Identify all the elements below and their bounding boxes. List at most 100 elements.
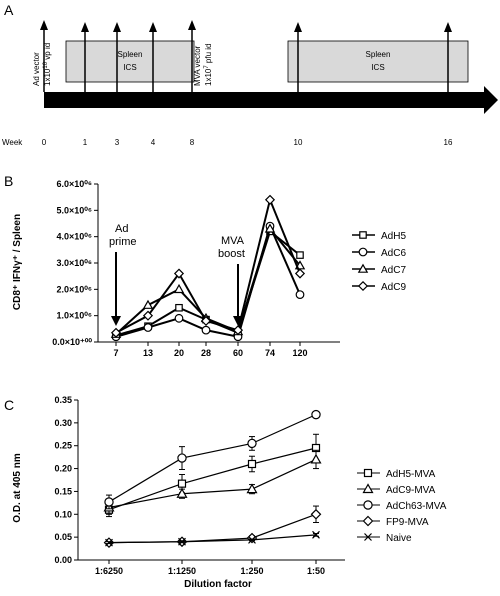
panel-b-legend-item-AdC9: AdC9 bbox=[352, 280, 406, 293]
panel-b-point-AdH5 bbox=[296, 251, 304, 259]
spleen-box-2-line2: ICS bbox=[371, 63, 384, 72]
panel-b-ytick-label: 0.0×10⁺⁰⁰ bbox=[52, 337, 92, 347]
legend-marker bbox=[364, 533, 372, 541]
panel-c-point-AdCh63-MVA bbox=[104, 497, 114, 507]
panel-c-point-Naive-stroke-b bbox=[178, 537, 186, 546]
panel-c-letter: C bbox=[4, 397, 14, 413]
legend-marker bbox=[359, 231, 367, 239]
timeline-arrowhead-8 bbox=[188, 20, 196, 30]
panel-b-ytick-label: 3.0×10⁰⁶ bbox=[56, 258, 92, 268]
panel-b-point-AdC9 bbox=[232, 325, 244, 336]
panel-c-ytick-label: 0.20 bbox=[54, 464, 72, 474]
legend-marker bbox=[358, 247, 368, 257]
week-tick-8: 8 bbox=[190, 138, 195, 147]
timeline-arrowhead-0 bbox=[40, 20, 48, 30]
panel-b-xtick-label: 60 bbox=[233, 348, 243, 358]
ad-vector-label: Ad vector bbox=[32, 52, 41, 86]
panel-c-xtick-label: 1:1250 bbox=[168, 566, 196, 576]
panel-c-xlabel: Dilution factor bbox=[184, 579, 252, 590]
panel-c-series-line-AdCh63-MVA bbox=[108, 414, 317, 503]
panel-b-point-AdC7 bbox=[173, 283, 185, 294]
panel-c-ytick-label: 0.25 bbox=[54, 441, 72, 451]
panel-c-legend-item-AdC9-MVA: AdC9-MVA bbox=[357, 483, 436, 496]
panel-c-point-AdH5-MVA bbox=[177, 479, 187, 488]
panel-c-series-line-Naive bbox=[108, 534, 317, 544]
week-tick-3: 3 bbox=[115, 138, 120, 147]
legend-label: AdH5 bbox=[381, 231, 406, 242]
legend-marker bbox=[363, 468, 373, 478]
mva-vector-label: MVA vector bbox=[193, 45, 202, 86]
week-labels: 0 1 3 4 8 10 16 bbox=[42, 138, 453, 147]
panel-c-ytick-label: 0.35 bbox=[54, 395, 72, 405]
legend-label: AdH5-MVA bbox=[386, 469, 436, 480]
panel-b-point-AdC7 bbox=[264, 223, 276, 233]
panel-c-series-line-AdH5-MVA bbox=[108, 447, 317, 511]
panel-b-ytick-label: 2.0×10⁰⁶ bbox=[56, 284, 92, 294]
panel-c-series-line-AdC9-MVA bbox=[108, 458, 317, 509]
panel-b-letter: B bbox=[4, 173, 13, 189]
panel-c-point-Naive bbox=[312, 530, 320, 539]
spleen-ics-box-1 bbox=[65, 40, 195, 83]
timeline-arrowhead-1 bbox=[81, 22, 89, 32]
panel-c-xtick-label: 1:50 bbox=[307, 566, 325, 576]
timeline-arrowhead-4 bbox=[149, 22, 157, 32]
panel-b-point-AdH5 bbox=[175, 303, 183, 312]
spleen-box-1-line2: ICS bbox=[123, 63, 136, 72]
panel-c-legend-item-FP9-MVA: FP9-MVA bbox=[357, 515, 429, 528]
legend-label: AdC9 bbox=[381, 282, 406, 293]
week-tick-4: 4 bbox=[151, 138, 156, 147]
panel-c-point-FP9-MVA bbox=[310, 508, 322, 520]
annotation-ad-prime-head bbox=[111, 316, 121, 326]
timeline-arrows bbox=[40, 20, 452, 92]
legend-label: AdC9-MVA bbox=[386, 485, 436, 496]
panel-c-point-Naive bbox=[248, 535, 256, 544]
panel-c-xtick-label: 1:6250 bbox=[95, 566, 123, 576]
week-tick-16: 16 bbox=[444, 138, 453, 147]
panel-b-point-AdC6 bbox=[201, 325, 211, 335]
panel-c-point-AdCh63-MVA bbox=[177, 453, 187, 463]
legend-label: AdC6 bbox=[381, 248, 406, 259]
panel-b-chart: B CD8⁺ IFNγ⁺ / Spleen 0.0×10⁺⁰⁰ 1.0×10⁰⁶ 2… bbox=[4, 173, 406, 358]
legend-marker-stroke-b bbox=[364, 533, 372, 541]
panel-b-series-line-AdC9 bbox=[115, 196, 301, 334]
spleen-box-1-line1: Spleen bbox=[118, 50, 143, 59]
panel-c-point-AdC9-MVA bbox=[246, 483, 258, 494]
annotation-mva-boost-line2: boost bbox=[218, 248, 245, 260]
panel-c-legend-item-Naive: Naive bbox=[357, 533, 412, 544]
panel-a-timeline: A Ad vector 1x1010 vp id MVA vector 1x10… bbox=[2, 2, 498, 147]
panel-b-xtick-label: 7 bbox=[113, 348, 118, 358]
panel-b-ytick-label: 4.0×10⁰⁶ bbox=[56, 232, 92, 242]
week-tick-10: 10 bbox=[294, 138, 303, 147]
panel-c-legend-item-AdH5-MVA: AdH5-MVA bbox=[357, 468, 436, 480]
panel-b-point-AdC9 bbox=[294, 268, 306, 279]
panel-c-point-Naive-stroke-b bbox=[105, 538, 113, 547]
legend-marker bbox=[363, 500, 373, 510]
week-label: Week bbox=[2, 138, 23, 147]
timeline-arrow bbox=[44, 86, 498, 114]
spleen-ics-box-2 bbox=[287, 40, 469, 83]
legend-marker bbox=[362, 483, 374, 494]
panel-b-xtick-label: 120 bbox=[292, 348, 307, 358]
panel-b-legend-item-AdC6: AdC6 bbox=[352, 247, 406, 259]
panel-c-point-AdC9-MVA bbox=[176, 487, 188, 498]
timeline-arrowhead-16 bbox=[444, 22, 452, 32]
annotation-ad-prime-line1: Ad bbox=[115, 223, 128, 235]
panel-c-point-Naive bbox=[178, 537, 186, 546]
panel-b-point-AdC9 bbox=[200, 315, 212, 326]
panel-c-xtick-label: 1:250 bbox=[240, 566, 263, 576]
panel-c-point-AdCh63-MVA bbox=[311, 409, 321, 420]
panel-b-point-AdC6 bbox=[174, 313, 184, 323]
panel-c-ytick-label: 0.30 bbox=[54, 418, 72, 428]
mva-vector-dose: 1x107 pfu id bbox=[204, 44, 213, 87]
panel-c-point-Naive-stroke-b bbox=[248, 535, 256, 544]
panel-b-point-AdC7 bbox=[142, 299, 154, 309]
panel-b-point-AdC6 bbox=[295, 290, 305, 300]
panel-b-ytick-label: 6.0×10⁰⁶ bbox=[56, 179, 92, 189]
ad-vector-dose: 1x1010 vp id bbox=[43, 43, 52, 86]
week-tick-0: 0 bbox=[42, 138, 47, 147]
legend-label: AdC7 bbox=[381, 265, 406, 276]
panel-b-point-AdC6 bbox=[143, 323, 153, 332]
